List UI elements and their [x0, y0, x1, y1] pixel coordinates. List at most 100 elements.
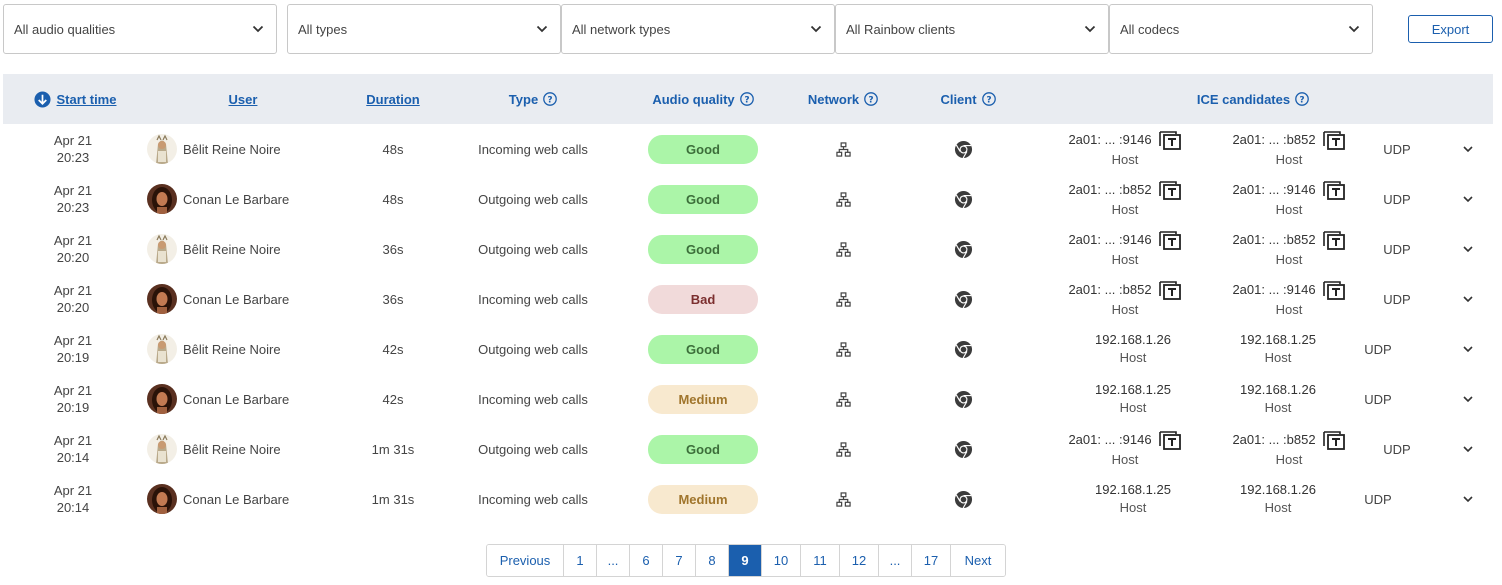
column-ice-candidates-label: ICE candidates — [1196, 91, 1291, 107]
user-cell: Bêlit Reine Noire — [147, 424, 347, 474]
quality-badge: Good — [648, 334, 758, 364]
table-row[interactable]: Apr 21 20:14 Bêlit Reine Noire 1m 31s Ou… — [3, 424, 1493, 474]
copy-icon[interactable] — [1158, 129, 1182, 151]
codec-filter[interactable]: All codecs — [1109, 4, 1373, 54]
type-cell: Outgoing web calls — [478, 241, 588, 257]
chevron-down-icon — [810, 25, 822, 33]
table-row[interactable]: Apr 21 20:19 Bêlit Reine Noire 42s Outgo… — [3, 324, 1493, 374]
type-cell: Incoming web calls — [478, 391, 588, 407]
type-cell: Outgoing web calls — [478, 191, 588, 207]
page-button[interactable]: 10 — [762, 545, 801, 576]
page-button[interactable]: 12 — [840, 545, 879, 576]
page-button[interactable]: 9 — [729, 545, 762, 576]
chrome-icon — [954, 140, 972, 158]
page-button[interactable]: 11 — [801, 545, 840, 576]
svg-text:?: ? — [1299, 95, 1304, 105]
page-button[interactable]: 1 — [564, 545, 597, 576]
quality-badge: Good — [648, 434, 758, 464]
user-cell: Conan Le Barbare — [147, 374, 347, 424]
copy-icon[interactable] — [1322, 429, 1346, 451]
expand-row-button[interactable] — [1453, 224, 1483, 274]
ice-remote-ip: 2a01: ... :9146 — [1232, 282, 1316, 297]
copy-icon[interactable] — [1158, 179, 1182, 201]
copy-icon[interactable] — [1158, 229, 1182, 251]
protocol-cell: UDP — [1383, 441, 1411, 457]
help-icon[interactable]: ? — [543, 92, 558, 106]
network-icon — [835, 391, 851, 407]
client-cell — [948, 374, 978, 424]
page-button[interactable]: 8 — [696, 545, 729, 576]
table-row[interactable]: Apr 21 20:20 Conan Le Barbare 36s Incomi… — [3, 274, 1493, 324]
expand-row-button[interactable] — [1453, 324, 1483, 374]
help-icon[interactable]: ? — [739, 92, 754, 106]
table-body: Apr 21 20:23 Bêlit Reine Noire 48s Incom… — [3, 124, 1493, 524]
codec-filter-label: All codecs — [1120, 21, 1180, 37]
table-row[interactable]: Apr 21 20:23 Bêlit Reine Noire 48s Incom… — [3, 124, 1493, 174]
column-duration[interactable]: Duration — [353, 74, 433, 124]
ice-remote-ip: 2a01: ... :b852 — [1232, 132, 1316, 147]
ice-local-cell: 192.168.1.26 Host — [1063, 324, 1203, 374]
ice-local-ip: 192.168.1.26 — [1095, 332, 1171, 347]
column-type: Type ? — [483, 74, 583, 124]
call-date: Apr 21 — [53, 183, 93, 198]
expand-row-button[interactable] — [1453, 474, 1483, 524]
call-date: Apr 21 — [53, 283, 93, 298]
audio-quality-filter[interactable]: All audio qualities — [3, 4, 277, 54]
duration-cell: 36s — [382, 241, 404, 257]
table-row[interactable]: Apr 21 20:20 Bêlit Reine Noire 36s Outgo… — [3, 224, 1493, 274]
column-start-time[interactable]: Start time — [25, 74, 125, 124]
copy-icon[interactable] — [1158, 429, 1182, 451]
expand-row-button[interactable] — [1453, 374, 1483, 424]
copy-icon[interactable] — [1322, 229, 1346, 251]
avatar — [147, 334, 177, 364]
client-filter[interactable]: All Rainbow clients — [835, 4, 1109, 54]
copy-icon[interactable] — [1322, 179, 1346, 201]
svg-text:?: ? — [744, 95, 749, 105]
expand-row-button[interactable] — [1453, 124, 1483, 174]
expand-row-button[interactable] — [1453, 174, 1483, 224]
call-date: Apr 21 — [53, 133, 93, 148]
chevron-down-icon — [1463, 246, 1473, 253]
call-date: Apr 21 — [53, 333, 93, 348]
page-button[interactable]: 6 — [630, 545, 663, 576]
next-page-button[interactable]: Next — [951, 545, 1005, 576]
column-user[interactable]: User — [203, 74, 283, 124]
user-name: Conan Le Barbare — [183, 291, 290, 307]
network-type-filter[interactable]: All network types — [561, 4, 835, 54]
client-cell — [948, 274, 978, 324]
table-row[interactable]: Apr 21 20:14 Conan Le Barbare 1m 31s Inc… — [3, 474, 1493, 524]
user-cell: Conan Le Barbare — [147, 174, 347, 224]
chevron-down-icon — [1463, 496, 1473, 503]
avatar — [147, 384, 177, 414]
quality-badge: Good — [648, 184, 758, 214]
copy-icon[interactable] — [1322, 279, 1346, 301]
table-header: Start time User Duration Type ? Audio qu… — [3, 74, 1493, 124]
start-time-cell: Apr 21 20:20 — [33, 224, 113, 274]
start-time-cell: Apr 21 20:14 — [33, 474, 113, 524]
network-icon — [835, 341, 851, 357]
expand-row-button[interactable] — [1453, 274, 1483, 324]
page-button[interactable]: 17 — [912, 545, 951, 576]
copy-icon[interactable] — [1158, 279, 1182, 301]
call-date: Apr 21 — [53, 233, 93, 248]
audio-quality-cell: Bad — [648, 274, 758, 324]
protocol-cell: UDP — [1383, 191, 1411, 207]
page-button[interactable]: 7 — [663, 545, 696, 576]
client-cell — [948, 474, 978, 524]
quality-badge: Good — [648, 134, 758, 164]
copy-icon[interactable] — [1322, 129, 1346, 151]
export-button[interactable]: Export — [1408, 15, 1493, 43]
help-icon[interactable]: ? — [864, 92, 878, 106]
table-row[interactable]: Apr 21 20:23 Conan Le Barbare 48s Outgoi… — [3, 174, 1493, 224]
table-row[interactable]: Apr 21 20:19 Conan Le Barbare 42s Incomi… — [3, 374, 1493, 424]
previous-page-button[interactable]: Previous — [487, 545, 564, 576]
help-icon[interactable]: ? — [1295, 92, 1309, 106]
help-icon[interactable]: ? — [981, 92, 996, 106]
user-cell: Bêlit Reine Noire — [147, 324, 347, 374]
ice-local-type: Host — [1119, 350, 1147, 365]
expand-row-button[interactable] — [1453, 424, 1483, 474]
ice-remote-ip: 2a01: ... :9146 — [1232, 182, 1316, 197]
type-filter[interactable]: All types — [287, 4, 561, 54]
ice-remote-cell: 2a01: ... :b852 Host — [1219, 124, 1359, 174]
network-cell — [828, 324, 858, 374]
